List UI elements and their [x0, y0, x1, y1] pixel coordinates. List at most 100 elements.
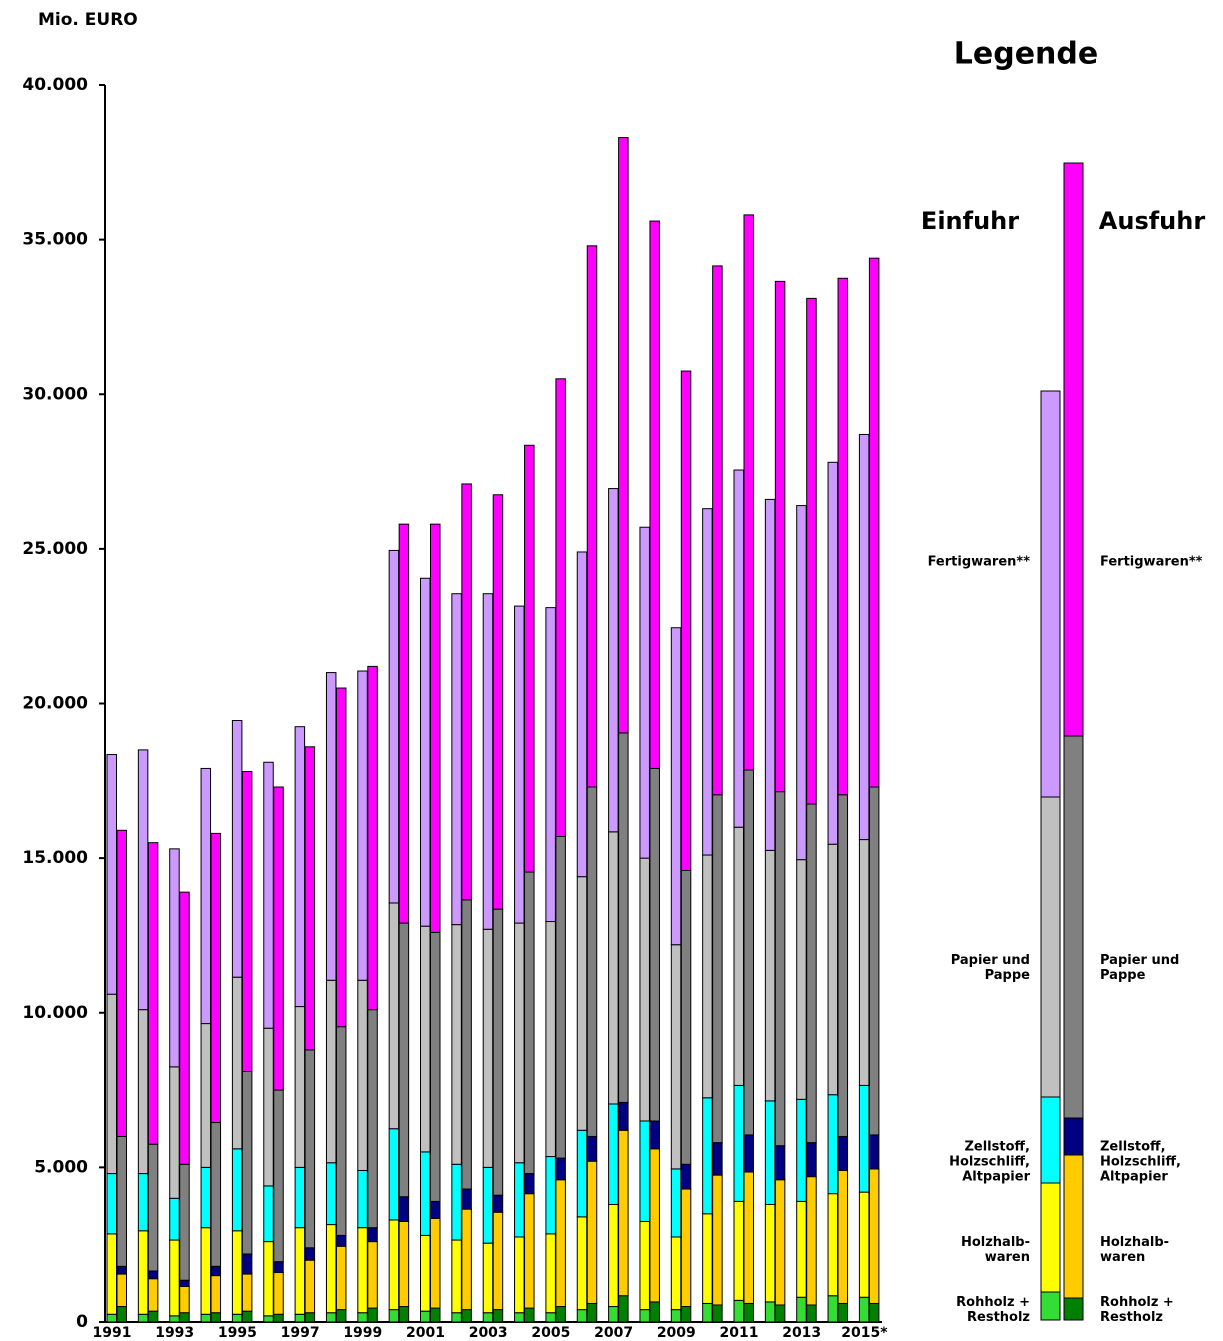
bar-segment — [555, 835, 566, 1159]
bar-segment — [733, 1299, 744, 1323]
bar-segment — [774, 1179, 786, 1306]
bar-segment — [576, 1309, 588, 1323]
bar-segment — [858, 839, 870, 1086]
bar-segment — [231, 1230, 243, 1315]
bar-segment — [586, 786, 598, 1137]
bar-segment — [576, 1216, 588, 1311]
legend-label: Fertigwaren** — [927, 554, 1030, 570]
bar-segment — [304, 1247, 316, 1261]
bar-segment — [712, 794, 723, 1144]
x-tick-label: 1995 — [218, 1325, 257, 1341]
bar-segment — [210, 832, 222, 1124]
bar-segment — [764, 498, 776, 851]
bar-segment — [200, 1313, 212, 1323]
bar-segment — [430, 1307, 441, 1323]
bar-segment — [169, 1239, 180, 1317]
bar-segment — [827, 1295, 839, 1323]
bar-segment — [147, 1278, 159, 1312]
bar-segment — [858, 433, 870, 841]
bar-segment — [545, 1312, 556, 1323]
x-tick-label: 1997 — [281, 1325, 320, 1341]
bar-segment — [137, 1009, 149, 1175]
bar-segment — [388, 1219, 400, 1311]
bar-segment — [555, 1157, 566, 1181]
x-tick-label: 2007 — [594, 1325, 633, 1341]
bar-segment — [335, 687, 347, 1028]
y-tick-label: 10.000 — [22, 1003, 88, 1023]
bar-segment — [743, 1302, 754, 1323]
bar-segment — [294, 1166, 306, 1229]
bar-segment — [451, 1163, 462, 1241]
bar-segment — [482, 593, 494, 930]
bar-segment — [868, 1134, 880, 1170]
bar-segment — [106, 993, 117, 1175]
y-tick-label: 20.000 — [22, 694, 88, 714]
bar-segment — [796, 1200, 807, 1298]
legend-swatch — [1063, 1154, 1084, 1299]
bar-segment — [357, 1169, 368, 1229]
bar-segment — [294, 1006, 306, 1168]
y-tick-label: 5.000 — [34, 1157, 88, 1177]
bar-segment — [764, 1301, 776, 1323]
bar-segment — [430, 523, 441, 933]
bar-segment — [357, 670, 368, 981]
bar-segment — [555, 378, 566, 837]
bar-segment — [388, 1309, 400, 1323]
bar-segment — [837, 794, 849, 1137]
bar-segment — [733, 1084, 744, 1202]
bar-segment — [200, 1166, 212, 1229]
bar-segment — [743, 214, 754, 771]
y-tick-label: 30.000 — [22, 384, 88, 404]
bar-segment — [116, 1265, 127, 1275]
bar-segment — [106, 1173, 117, 1235]
bar-segment — [774, 1145, 786, 1181]
legend-swatch — [1063, 1117, 1084, 1156]
bar-segment — [106, 1313, 117, 1323]
bar-segment — [827, 843, 839, 1096]
bar-segment — [806, 803, 817, 1144]
bar-segment — [325, 1224, 337, 1314]
bar-segment — [367, 1009, 378, 1229]
bar-segment — [492, 908, 504, 1196]
bar-segment — [806, 1176, 817, 1306]
bar-segment — [492, 1194, 504, 1213]
legend-label: Holzhalb- waren — [1100, 1235, 1170, 1265]
bar-segment — [210, 1312, 222, 1323]
bar-segment — [398, 1220, 410, 1308]
bar-segment — [608, 831, 619, 1105]
bar-segment — [868, 1168, 880, 1304]
bar-segment — [263, 1315, 274, 1323]
y-tick-label: 0 — [76, 1312, 88, 1332]
bar-segment — [263, 1241, 274, 1317]
bar-segment — [712, 265, 723, 796]
bar-segment — [335, 1234, 347, 1247]
bar-segment — [200, 1023, 212, 1168]
y-tick-label: 35.000 — [22, 230, 88, 250]
x-tick-label: 1991 — [93, 1325, 132, 1341]
bar-segment — [304, 1259, 316, 1314]
bar-segment — [482, 1312, 494, 1323]
bar-segment — [858, 1296, 870, 1323]
bar-segment — [796, 1296, 807, 1323]
bar-segment — [796, 859, 807, 1100]
bar-segment — [357, 1312, 368, 1323]
bar-segment — [241, 1273, 253, 1312]
bar-segment — [764, 849, 776, 1102]
bar-segment — [545, 921, 556, 1158]
bar-segment — [858, 1191, 870, 1298]
x-tick-label: 2005 — [531, 1325, 570, 1341]
bar-segment — [796, 1098, 807, 1202]
bar-segment — [147, 1143, 159, 1272]
bar-segment — [586, 1160, 598, 1304]
bar-segment — [263, 1027, 274, 1187]
bar-segment — [482, 928, 494, 1168]
bar-segment — [670, 1309, 682, 1323]
bar-segment — [702, 854, 713, 1099]
bar-segment — [858, 1084, 870, 1193]
legend-label: Rohholz + Restholz — [956, 1295, 1030, 1325]
bar-segment — [451, 1312, 462, 1323]
bar-segment — [388, 1128, 400, 1221]
bar-segment — [608, 1306, 619, 1323]
bar-segment — [451, 593, 462, 926]
bar-segment — [210, 1265, 222, 1277]
